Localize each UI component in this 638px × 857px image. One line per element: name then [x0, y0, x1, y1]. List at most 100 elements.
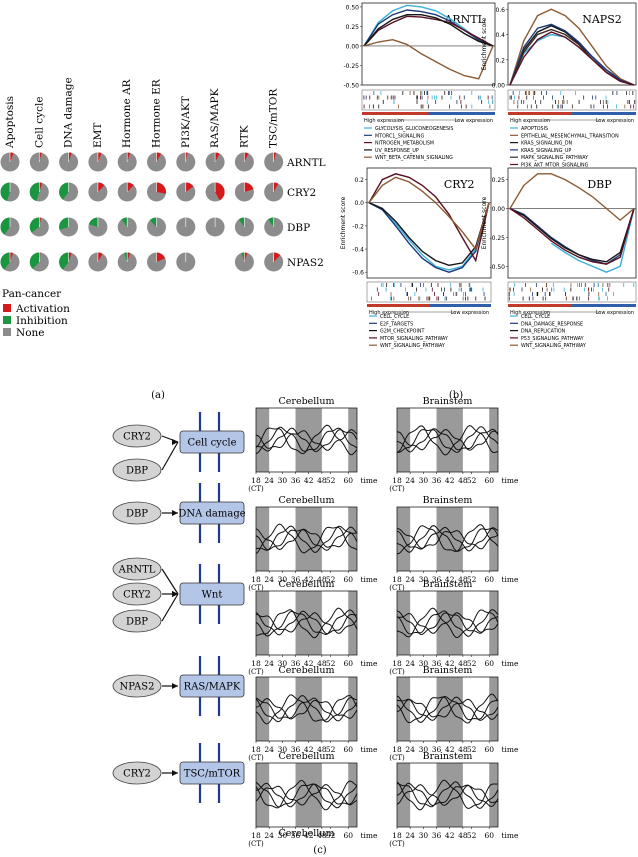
x-tick-label: 24 — [264, 659, 274, 668]
x-tick-label: 60 — [484, 575, 494, 584]
pie-row-label: ARNTL — [286, 157, 326, 169]
region-title: Cerebellum — [279, 579, 335, 590]
x-tick-label: 30 — [419, 476, 429, 485]
rank-gradient-low — [572, 112, 636, 115]
gene-label: DBP — [126, 466, 148, 477]
pie-slice-activation — [157, 183, 166, 194]
x-tick-label: 60 — [484, 745, 494, 754]
series-legend-label: CELL_CYCLE — [380, 314, 409, 320]
x-tick-label: 24 — [264, 745, 274, 754]
panel-label-c: (c) — [313, 845, 327, 856]
y-tick-label: 0.2 — [354, 177, 364, 184]
rank-gradient-high — [508, 304, 572, 307]
x-tick-label: 18 — [251, 575, 261, 584]
x-axis-label: time — [361, 476, 379, 485]
night-shading — [437, 507, 463, 571]
region-title: Brainstem — [423, 579, 473, 590]
x-tick-label: 60 — [343, 575, 353, 584]
gene-label: DBP — [126, 509, 148, 520]
x-axis-label: time — [502, 476, 520, 485]
panel-label-b: (b) — [449, 390, 463, 401]
night-shading — [256, 677, 269, 741]
series-legend-label: G2M_CHECKPOINT — [380, 329, 424, 335]
x-unit-label: (CT) — [248, 668, 264, 676]
series-legend-label: KRAS_SIGNALING_DN — [521, 141, 573, 147]
rank-gradient-high — [508, 112, 572, 115]
night-shading — [489, 763, 498, 827]
pie-column-label: TSC/mTOR — [268, 88, 280, 148]
pie-column-label: Hormone AR — [121, 78, 133, 148]
series-legend-label: EPITHELIAL_MESENCHYMAL_TRANSITION — [521, 133, 619, 139]
pie-column-label: Apoptosis — [4, 96, 16, 149]
x-tick-label: 24 — [405, 476, 415, 485]
enrichment-line — [510, 174, 634, 220]
rank-gradient-low — [429, 304, 491, 307]
series-legend-label: APOPTOSIS — [521, 126, 548, 132]
night-shading — [397, 677, 410, 741]
x-tick-label: 42 — [304, 476, 314, 485]
night-shading — [256, 408, 269, 472]
series-legend-label: E2F_TARGETS — [380, 321, 413, 327]
x-tick-label: 24 — [264, 476, 274, 485]
night-shading — [256, 763, 269, 827]
night-shading — [348, 677, 357, 741]
arrowhead — [172, 510, 178, 516]
regulation-arrow — [162, 594, 178, 621]
night-shading — [348, 408, 357, 472]
legend-title: Pan-cancer — [2, 288, 62, 300]
night-shading — [437, 677, 463, 741]
x-tick-label: 30 — [419, 831, 429, 840]
x-axis-label: time — [502, 659, 520, 668]
x-tick-label: 60 — [343, 476, 353, 485]
x-unit-label: (CT) — [389, 754, 405, 762]
x-tick-label: 18 — [251, 476, 261, 485]
series-legend-label: WNT_BETA_CATENIN_SIGNALING — [375, 155, 453, 161]
series-legend-label: GLYCOLYSIS_GLUCONEOGENESIS — [375, 126, 453, 132]
series-legend-label: DNA_DAMAGE_RESPONSE — [521, 321, 583, 327]
series-legend-label: MTOR_SIGNALING_PATHWAY — [380, 336, 448, 342]
x-axis-label: time — [502, 745, 520, 754]
y-tick-label: 0.25 — [492, 177, 506, 184]
x-tick-label: 60 — [484, 659, 494, 668]
arrowhead — [172, 683, 178, 689]
x-tick-label: 42 — [445, 831, 455, 840]
hit-box — [508, 282, 636, 302]
pathway-label: DNA damage — [178, 509, 245, 520]
y-tick-label: -0.50 — [343, 83, 359, 90]
pie-column-label: DNA damage — [63, 77, 75, 148]
series-legend-label: P53_SIGNALING_PATHWAY — [521, 336, 584, 342]
low-expression-label: Low expression — [451, 310, 489, 316]
enrichment-line — [364, 40, 493, 79]
y-tick-label: 0.50 — [346, 4, 360, 11]
x-tick-label: 36 — [432, 831, 442, 840]
pie-row-label: DBP — [287, 222, 310, 234]
low-expression-label: Low expression — [596, 310, 634, 316]
y-tick-label: -0.25 — [343, 63, 359, 70]
region-title: Cerebellum — [279, 495, 335, 506]
series-legend-label: KRAS_SIGNALING_UP — [521, 148, 571, 154]
panel-label-a: (a) — [151, 390, 165, 401]
y-axis-label: Enrichment score — [481, 17, 488, 70]
series-legend-label: MTORC1_SIGNALING — [375, 133, 424, 139]
x-tick-label: 18 — [392, 831, 402, 840]
region-title: Brainstem — [423, 665, 473, 676]
night-shading — [437, 591, 463, 655]
rank-gradient-high — [362, 112, 429, 115]
y-tick-label: 0.25 — [346, 24, 360, 31]
region-title: Brainstem — [423, 396, 473, 407]
y-tick-label: -0.4 — [352, 247, 364, 254]
high-expression-label: High expression — [510, 118, 550, 124]
night-shading — [489, 591, 498, 655]
gene-label: DBP — [126, 617, 148, 628]
night-shading — [296, 408, 322, 472]
x-unit-label: (CT) — [389, 840, 405, 848]
x-tick-label: 24 — [405, 659, 415, 668]
series-legend-label: MAPK_SIGNALING_PATHWAY — [521, 155, 588, 161]
night-shading — [348, 591, 357, 655]
night-shading — [296, 763, 322, 827]
x-tick-label: 60 — [484, 831, 494, 840]
x-tick-label: 36 — [291, 476, 301, 485]
pie-column-label: EMT — [92, 123, 104, 148]
y-tick-label: 0.00 — [346, 43, 360, 50]
